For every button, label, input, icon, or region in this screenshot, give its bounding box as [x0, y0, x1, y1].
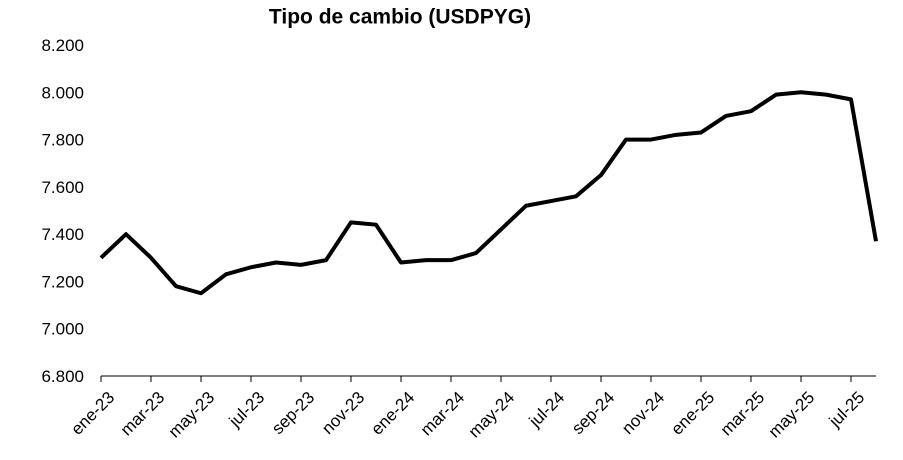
x-tick-label: ene-23	[67, 388, 118, 439]
x-tick-label: may-24	[465, 388, 519, 442]
y-tick-label: 7.000	[41, 320, 84, 339]
x-tick-label: may-25	[765, 388, 819, 442]
chart-title: Tipo de cambio (USDPYG)	[269, 6, 531, 29]
x-tick-label: mar-24	[417, 388, 469, 440]
x-tick-label: ene-25	[667, 388, 718, 439]
x-tick-label: may-23	[165, 388, 219, 442]
y-tick-label: 7.600	[41, 178, 84, 197]
y-tick-label: 8.200	[41, 36, 84, 55]
x-tick-label: mar-25	[717, 388, 769, 440]
x-tick-label: jul-23	[225, 388, 269, 432]
x-tick-label: ene-24	[367, 388, 418, 439]
y-tick-label: 7.200	[41, 272, 84, 291]
y-tick-label: 6.800	[41, 367, 84, 386]
x-tick-label: nov-24	[618, 388, 668, 438]
y-tick-label: 7.400	[41, 225, 84, 244]
x-tick-label: sep-24	[568, 388, 618, 438]
y-tick-label: 7.800	[41, 131, 84, 150]
x-tick-label: nov-23	[318, 388, 368, 438]
y-tick-label: 8.000	[41, 83, 84, 102]
x-tick-label: jul-25	[825, 388, 869, 432]
series-line	[99, 90, 878, 296]
x-tick-label: mar-23	[117, 388, 169, 440]
x-tick-label: sep-23	[268, 388, 318, 438]
x-tick-label: jul-24	[525, 388, 569, 432]
